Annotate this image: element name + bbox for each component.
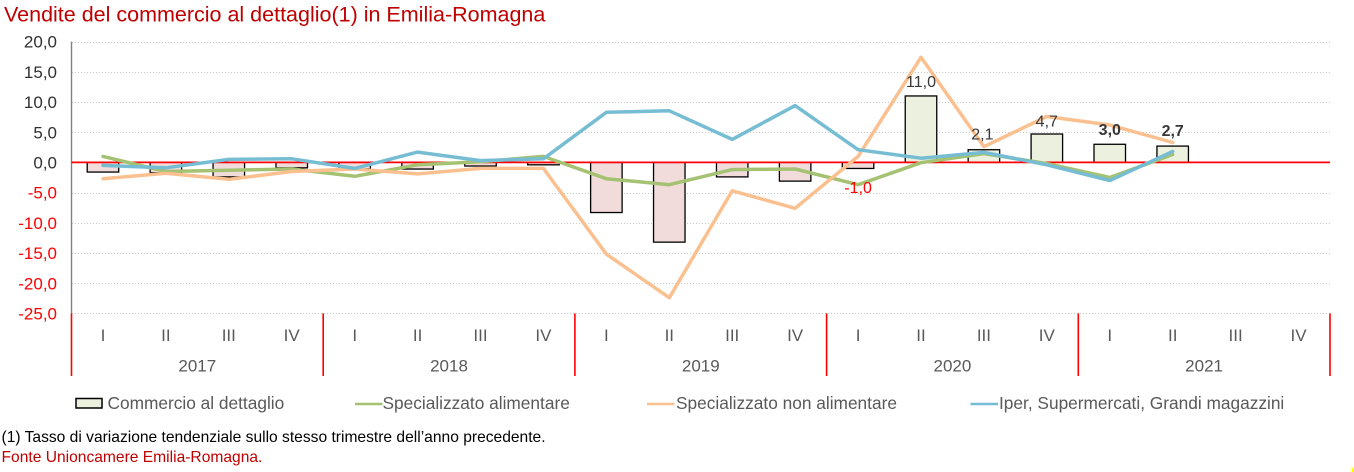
svg-text:Specializzato non alimentare: Specializzato non alimentare <box>676 393 897 413</box>
svg-text:-1,0: -1,0 <box>844 180 872 197</box>
svg-text:I: I <box>604 326 609 345</box>
svg-text:III: III <box>725 326 739 345</box>
svg-text:I: I <box>101 326 106 345</box>
svg-text:IV: IV <box>1290 326 1307 345</box>
svg-text:IV: IV <box>284 326 301 345</box>
svg-text:I: I <box>352 326 357 345</box>
svg-text:II: II <box>161 326 170 345</box>
svg-text:II: II <box>413 326 422 345</box>
svg-text:20,0: 20,0 <box>24 33 57 52</box>
svg-text:-10,0: -10,0 <box>18 214 57 233</box>
svg-text:III: III <box>977 326 991 345</box>
svg-text:IV: IV <box>787 326 804 345</box>
svg-text:2019: 2019 <box>682 357 720 376</box>
svg-text:0,0: 0,0 <box>33 154 57 173</box>
svg-text:4,7: 4,7 <box>1036 113 1058 130</box>
svg-text:Commercio al dettaglio: Commercio al dettaglio <box>108 393 285 413</box>
svg-text:11,0: 11,0 <box>906 74 936 91</box>
svg-text:I: I <box>1107 326 1112 345</box>
svg-text:(1) Tasso di variazione tenden: (1) Tasso di variazione tendenziale sull… <box>2 429 546 446</box>
svg-text:2017: 2017 <box>178 357 216 376</box>
svg-text:II: II <box>665 326 674 345</box>
svg-text:-20,0: -20,0 <box>18 274 57 293</box>
svg-text:III: III <box>1229 326 1243 345</box>
svg-text:Iper, Supermercati, Grandi mag: Iper, Supermercati, Grandi magazzini <box>999 393 1284 413</box>
svg-text:2018: 2018 <box>430 357 468 376</box>
svg-text:Vendite del commercio al detta: Vendite del commercio al dettaglio(1) in… <box>4 3 545 27</box>
svg-text:-15,0: -15,0 <box>18 244 57 263</box>
svg-text:II: II <box>916 326 925 345</box>
svg-text:I: I <box>856 326 861 345</box>
svg-text:III: III <box>473 326 487 345</box>
svg-text:5,0: 5,0 <box>33 123 57 142</box>
svg-text:Specializzato alimentare: Specializzato alimentare <box>383 393 570 413</box>
svg-text:3,0: 3,0 <box>1099 122 1121 139</box>
svg-text:IV: IV <box>1039 326 1056 345</box>
svg-text:IV: IV <box>535 326 552 345</box>
svg-text:15,0: 15,0 <box>24 63 57 82</box>
svg-text:II: II <box>1168 326 1177 345</box>
svg-text:-5,0: -5,0 <box>28 184 57 203</box>
svg-text:2021: 2021 <box>1185 357 1223 376</box>
svg-text:-25,0: -25,0 <box>18 305 57 324</box>
svg-text:10,0: 10,0 <box>24 93 57 112</box>
svg-text:Fonte Unioncamere Emilia-Romag: Fonte Unioncamere Emilia-Romagna. <box>2 449 263 466</box>
svg-text:2020: 2020 <box>933 357 971 376</box>
svg-text:2,1: 2,1 <box>971 127 993 144</box>
svg-text:III: III <box>222 326 236 345</box>
svg-text:2,7: 2,7 <box>1162 123 1184 140</box>
